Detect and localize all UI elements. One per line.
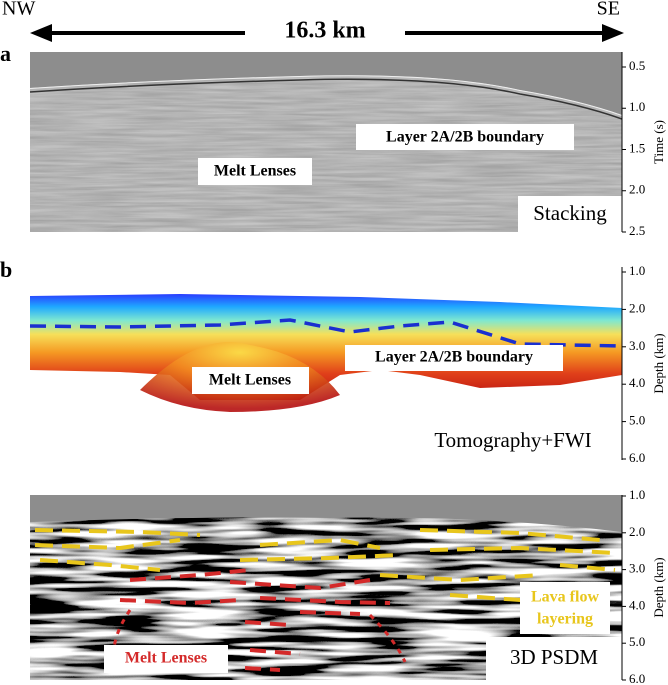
- distance-label: 16.3 km: [284, 18, 365, 44]
- panel-a: a Layer 2A/2B boundary Melt Lenses Stack…: [0, 41, 622, 232]
- method-label: Stacking: [533, 201, 607, 225]
- annotation: Melt Lenses: [214, 163, 296, 180]
- annotation: layering: [537, 611, 593, 628]
- axis-label: Time (s): [651, 120, 666, 164]
- tick-label: 4.0: [629, 597, 645, 612]
- tick-label: 2.0: [629, 182, 645, 197]
- nw-label: NW: [2, 0, 35, 20]
- tick-label: 2.0: [629, 524, 645, 539]
- tick-label: 6.0: [629, 671, 645, 685]
- annotation: Melt Lenses: [125, 650, 207, 667]
- method-label: 3D PSDM: [510, 645, 598, 669]
- panel-b: b Layer 2A/2B boundary Melt Lenses Tomog…: [0, 257, 623, 460]
- axis-label: Depth (km): [651, 333, 666, 393]
- method-label: Tomography+FWI: [434, 428, 591, 452]
- tick-label: 1.0: [629, 99, 645, 114]
- tick-label: 5.0: [629, 634, 645, 649]
- se-label: SE: [597, 0, 620, 20]
- tick-label: 5.0: [629, 413, 645, 428]
- tick-label: 1.0: [629, 263, 645, 278]
- tick-label: 1.0: [629, 487, 645, 502]
- tick-label: 1.5: [629, 140, 645, 155]
- axis-label: Depth (km): [651, 557, 666, 617]
- tick-label: 3.0: [629, 338, 645, 353]
- header: NW SE 16.3 km: [2, 0, 624, 44]
- tick-label: 2.5: [629, 223, 645, 238]
- panel-letter: a: [0, 41, 11, 66]
- tick-label: 2.0: [629, 300, 645, 315]
- annotation: Lava flow: [531, 589, 599, 606]
- annotation: Layer 2A/2B boundary: [386, 129, 544, 146]
- tick-label: 6.0: [629, 450, 645, 465]
- tick-label: 4.0: [629, 375, 645, 390]
- annotation: Layer 2A/2B boundary: [375, 349, 533, 366]
- tick-label: 3.0: [629, 561, 645, 576]
- annotation: Melt Lenses: [209, 372, 291, 389]
- panel-c: Lava flow layering Melt Lenses 3D PSDM: [30, 495, 622, 680]
- panel-letter: b: [0, 257, 12, 282]
- tick-label: 0.5: [629, 58, 645, 73]
